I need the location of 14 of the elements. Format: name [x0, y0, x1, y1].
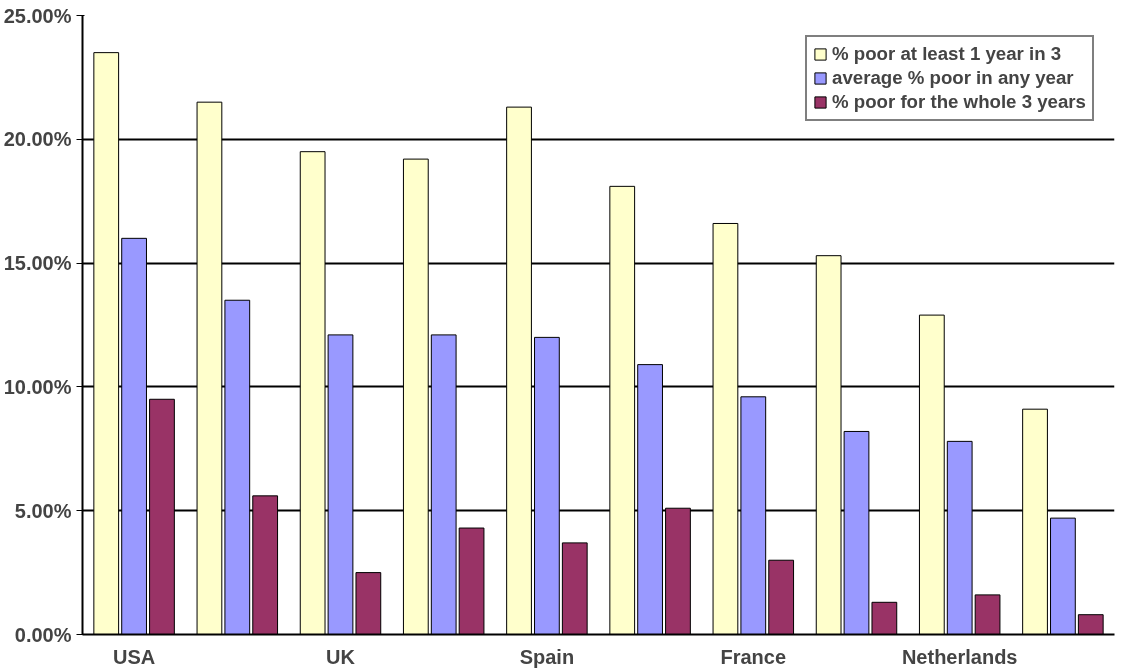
y-tick-label: 15.00% [3, 252, 72, 275]
x-tick-label: USA [112, 645, 156, 668]
x-tick-label: Netherlands [901, 645, 1018, 668]
y-tick-label: 20.00% [3, 128, 72, 151]
x-tick-label: France [720, 645, 787, 668]
y-tick-label: 25.00% [3, 4, 72, 27]
y-tick-label: 0.00% [14, 623, 72, 646]
legend-label: % poor at least 1 year in 3 [832, 43, 1062, 65]
y-tick-label: 5.00% [14, 499, 72, 522]
x-tick-label: UK [326, 645, 356, 668]
legend-label: % poor for the whole 3 years [832, 91, 1086, 113]
x-tick-label: Spain [519, 645, 575, 668]
legend-label: average % poor in any year [832, 67, 1074, 89]
y-tick-label: 10.00% [3, 375, 72, 398]
